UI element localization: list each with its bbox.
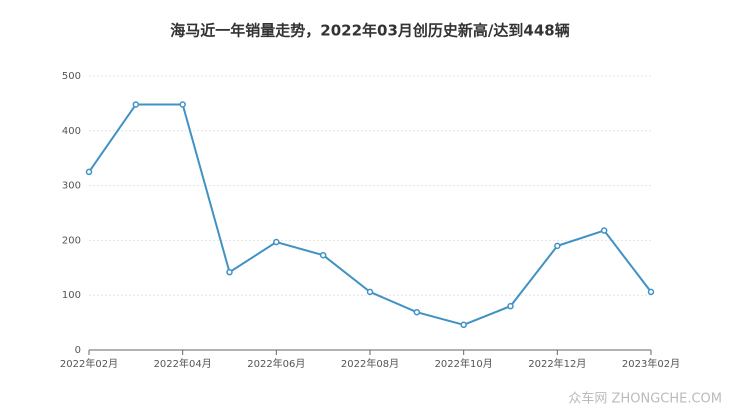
watermark: 众车网 ZHONGCHE.COM [568,391,722,407]
point [319,251,327,259]
point [554,242,561,250]
x-tick-label: 2023年02月 [622,357,680,370]
point [507,302,514,310]
x-tick-label: 2022年06月 [247,357,305,370]
x-tick-label: 2022年10月 [435,357,493,370]
point [85,168,93,176]
x-tick-label: 2022年08月 [341,357,399,370]
point [366,288,374,296]
y-tick-label: 500 [62,71,81,82]
point [273,238,280,246]
y-tick-label: 300 [62,181,81,192]
point [460,321,467,329]
y-tick-label: 100 [62,290,81,301]
x-tick-label: 2022年02月 [60,357,118,370]
point [226,268,233,276]
x-tick-label: 2022年12月 [528,357,586,370]
point [600,227,608,234]
chart-title: 海马近一年销量走势，2022年03月创历史新高/达到448辆 [170,22,569,40]
point [132,101,140,108]
y-tick-label: 200 [62,235,81,246]
point [179,101,186,108]
y-tick-label: 400 [62,126,81,137]
point [413,308,421,316]
y-tick-label: 0 [75,345,81,356]
x-tick-label: 2022年04月 [154,357,212,370]
point [647,288,655,296]
